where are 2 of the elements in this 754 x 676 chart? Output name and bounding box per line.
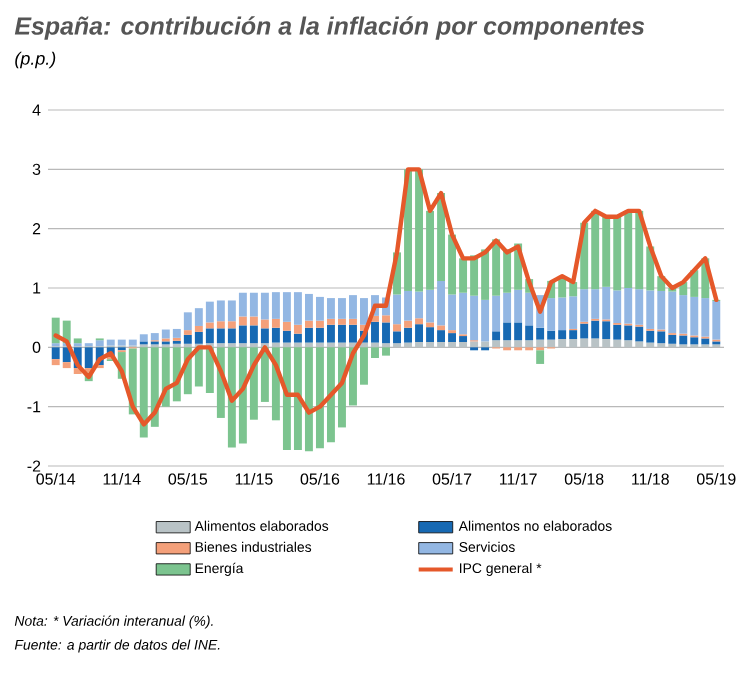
chart-subtitle: (p.p.): [15, 51, 56, 69]
chart-title: España: contribución a la inflación por componentes: [14, 16, 645, 40]
